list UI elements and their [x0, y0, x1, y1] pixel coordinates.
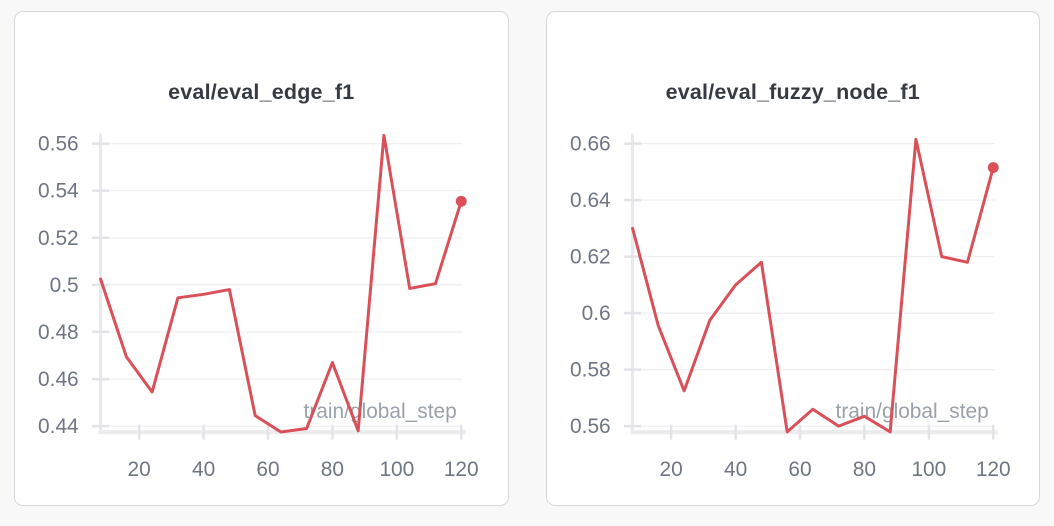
y-tick-label: 0.64: [570, 189, 611, 212]
y-tick-label: 0.52: [38, 227, 79, 250]
x-tick-label: 100: [911, 458, 946, 481]
y-tick-label: 0.66: [570, 133, 611, 156]
chart-card-edge-f1: eval/eval_edge_f1 train/global_step 0.56…: [14, 11, 509, 506]
x-tick-label: 60: [788, 458, 811, 481]
series-line[interactable]: [99, 133, 463, 434]
x-tick-label: 40: [192, 458, 215, 481]
y-tick-label: 0.56: [570, 415, 611, 438]
chart-card-fuzzy-node-f1: eval/eval_fuzzy_node_f1 train/global_ste…: [545, 11, 1040, 506]
x-tick-label: 20: [128, 458, 151, 481]
x-tick-label: 60: [256, 458, 279, 481]
x-tick-label: 80: [321, 458, 344, 481]
y-tick-label: 0.6: [581, 302, 610, 325]
y-tick-label: 0.58: [570, 359, 611, 382]
last-point-marker[interactable]: [455, 195, 467, 207]
last-point-marker[interactable]: [987, 162, 999, 174]
y-tick-label: 0.5: [50, 274, 79, 297]
x-tick-label: 80: [852, 458, 875, 481]
x-tick-label: 20: [659, 458, 682, 481]
y-tick-label: 0.54: [38, 180, 79, 203]
x-tick-label: 120: [975, 458, 1010, 481]
y-tick-label: 0.62: [570, 246, 611, 269]
fuzzy-node-f1-line-chart[interactable]: train/global_step 0.66 0.64 0.62 0.6 0.58 0.5…: [547, 12, 1040, 505]
x-axis-label: train/global_step: [304, 400, 457, 423]
y-tick-label: 0.46: [38, 368, 79, 391]
x-axis-label: train/global_step: [835, 400, 988, 423]
y-tick-label: 0.56: [38, 133, 79, 156]
y-tick-label: 0.48: [38, 321, 79, 344]
x-tick-label: 100: [379, 458, 414, 481]
y-tick-label: 0.44: [38, 415, 79, 438]
series-line[interactable]: [630, 137, 995, 434]
x-tick-label: 120: [444, 458, 479, 481]
edge-f1-line-chart[interactable]: train/global_step 0.56 0.54 0.52 0.5 0.48 0.4…: [15, 12, 508, 505]
x-tick-label: 40: [724, 458, 747, 481]
